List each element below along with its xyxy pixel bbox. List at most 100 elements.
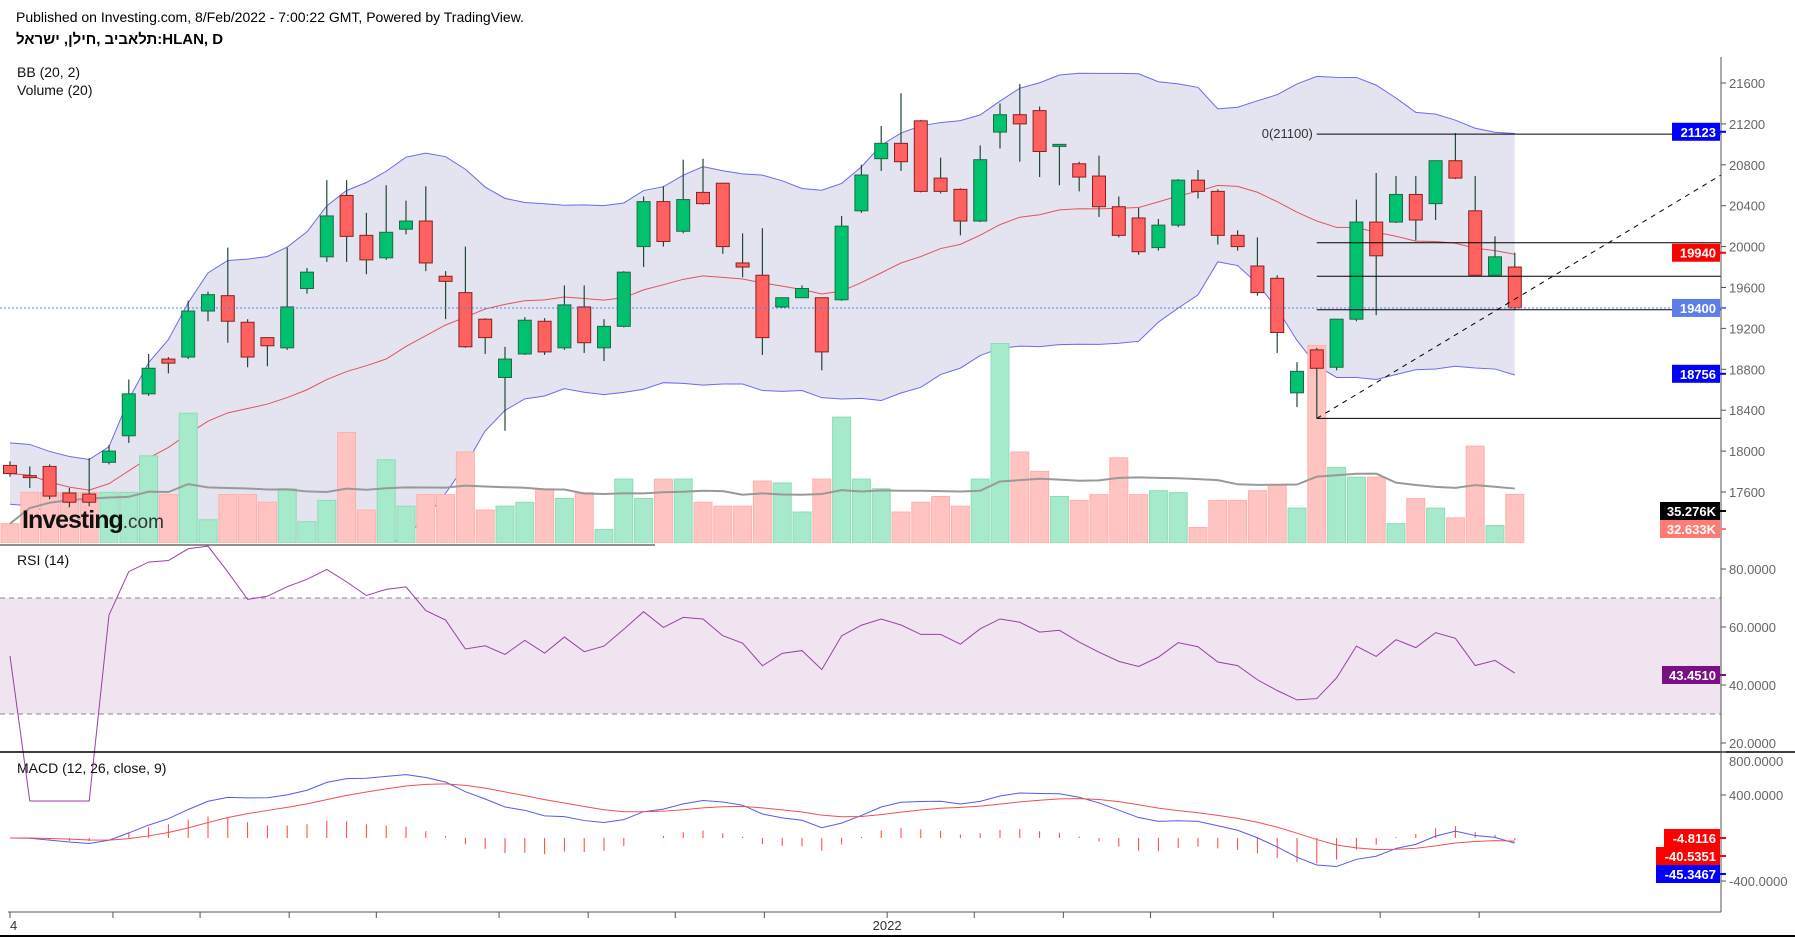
volume-label: 32.633K xyxy=(1667,522,1717,537)
candle-body xyxy=(854,174,869,212)
price-tick-label: 20000 xyxy=(1729,240,1765,255)
volume-bar xyxy=(752,480,772,543)
macd-pane xyxy=(9,774,1516,868)
candle xyxy=(201,291,215,322)
candle xyxy=(1270,275,1285,353)
volume-bar xyxy=(614,478,634,543)
volume-bar xyxy=(1505,493,1525,543)
candle xyxy=(1389,176,1403,224)
volume-bar xyxy=(0,523,20,543)
volume-bar xyxy=(832,416,852,543)
volume-bar xyxy=(1346,476,1366,543)
candle-body xyxy=(458,292,473,348)
candle xyxy=(656,186,671,247)
volume-bar xyxy=(158,494,178,543)
volume-bar xyxy=(693,501,713,543)
candle xyxy=(1092,155,1106,217)
candle xyxy=(1250,237,1265,296)
candle xyxy=(1171,179,1186,228)
volume-bar xyxy=(1386,523,1406,543)
price-tick-label: 17600 xyxy=(1729,485,1765,500)
investing-logo: Investing.com xyxy=(22,506,164,535)
volume-bar xyxy=(1307,344,1327,543)
rsi-legend: RSI (14) xyxy=(17,552,70,568)
candle-body xyxy=(82,493,97,503)
candle xyxy=(300,268,314,294)
candle-body xyxy=(1309,349,1324,369)
candle xyxy=(1309,347,1324,419)
volume-bar xyxy=(1366,476,1386,543)
volume-bar xyxy=(495,505,515,543)
candle-body xyxy=(201,294,215,312)
candle-body xyxy=(121,393,136,437)
volume-bar xyxy=(99,491,119,543)
volume-bar xyxy=(950,505,970,543)
candle-body xyxy=(973,159,988,222)
candle xyxy=(933,157,948,194)
volume-bar xyxy=(1267,484,1287,543)
candle xyxy=(359,212,374,275)
candle-body xyxy=(933,177,948,192)
candle xyxy=(1369,172,1384,316)
candle xyxy=(1210,189,1225,245)
volume-bar xyxy=(1010,451,1030,543)
volume-bar xyxy=(713,505,733,543)
candle-body xyxy=(22,475,37,479)
candle xyxy=(458,246,473,348)
volume-ma-line xyxy=(9,472,1515,525)
rsi-tick-label: 80.0000 xyxy=(1729,562,1776,577)
candle-body xyxy=(1171,179,1186,226)
candle xyxy=(894,93,908,171)
volume-bar xyxy=(396,505,416,543)
bottom-border xyxy=(0,935,1795,937)
price-label: 19940 xyxy=(1680,246,1716,261)
candle xyxy=(696,158,710,205)
rsi-value-label: 43.4510 xyxy=(1669,668,1716,683)
macd-legend: MACD (12, 26, close, 9) xyxy=(17,760,167,776)
volume-bar xyxy=(475,509,495,543)
macd-line xyxy=(9,774,1515,868)
candle xyxy=(102,444,116,465)
candle-body xyxy=(1369,221,1384,257)
candle xyxy=(379,185,394,260)
volume-bar xyxy=(792,511,812,543)
candle xyxy=(616,271,631,328)
candle xyxy=(557,285,572,350)
candle xyxy=(141,353,156,396)
candle-body xyxy=(775,297,790,308)
rsi-band-fill xyxy=(0,598,1721,714)
macd-value-label: -40.5351 xyxy=(1665,849,1716,864)
macd-tick-label: -400.0000 xyxy=(1729,874,1788,889)
candle xyxy=(1151,218,1166,251)
candle xyxy=(874,125,889,171)
candle xyxy=(181,300,196,360)
candle-body xyxy=(1092,175,1106,208)
candle-body xyxy=(1191,179,1205,192)
candle xyxy=(1329,318,1344,371)
volume-bar xyxy=(178,412,198,543)
candle xyxy=(3,461,17,477)
volume-bar xyxy=(515,501,535,543)
macd-value-label: -45.3467 xyxy=(1665,867,1716,882)
candle-body xyxy=(1428,160,1443,205)
candle xyxy=(42,464,57,500)
volume-bar xyxy=(317,499,337,543)
volume-bar xyxy=(535,488,555,543)
candle-body xyxy=(1488,256,1502,276)
volume-bar xyxy=(1049,496,1069,543)
candle xyxy=(319,180,334,262)
volume-bar xyxy=(218,494,238,543)
price-label-bg xyxy=(1672,298,1720,317)
volume-bar xyxy=(356,509,376,543)
price-label-bg xyxy=(1672,364,1720,383)
candle xyxy=(260,337,275,367)
candle xyxy=(755,228,770,355)
volume-bar xyxy=(238,494,258,543)
candle-body xyxy=(557,304,572,349)
volume-bar xyxy=(119,491,139,543)
candle-body xyxy=(1151,224,1166,249)
main-pane xyxy=(0,72,1525,543)
logo-main: Investing xyxy=(22,506,124,534)
candle-body xyxy=(715,182,730,248)
